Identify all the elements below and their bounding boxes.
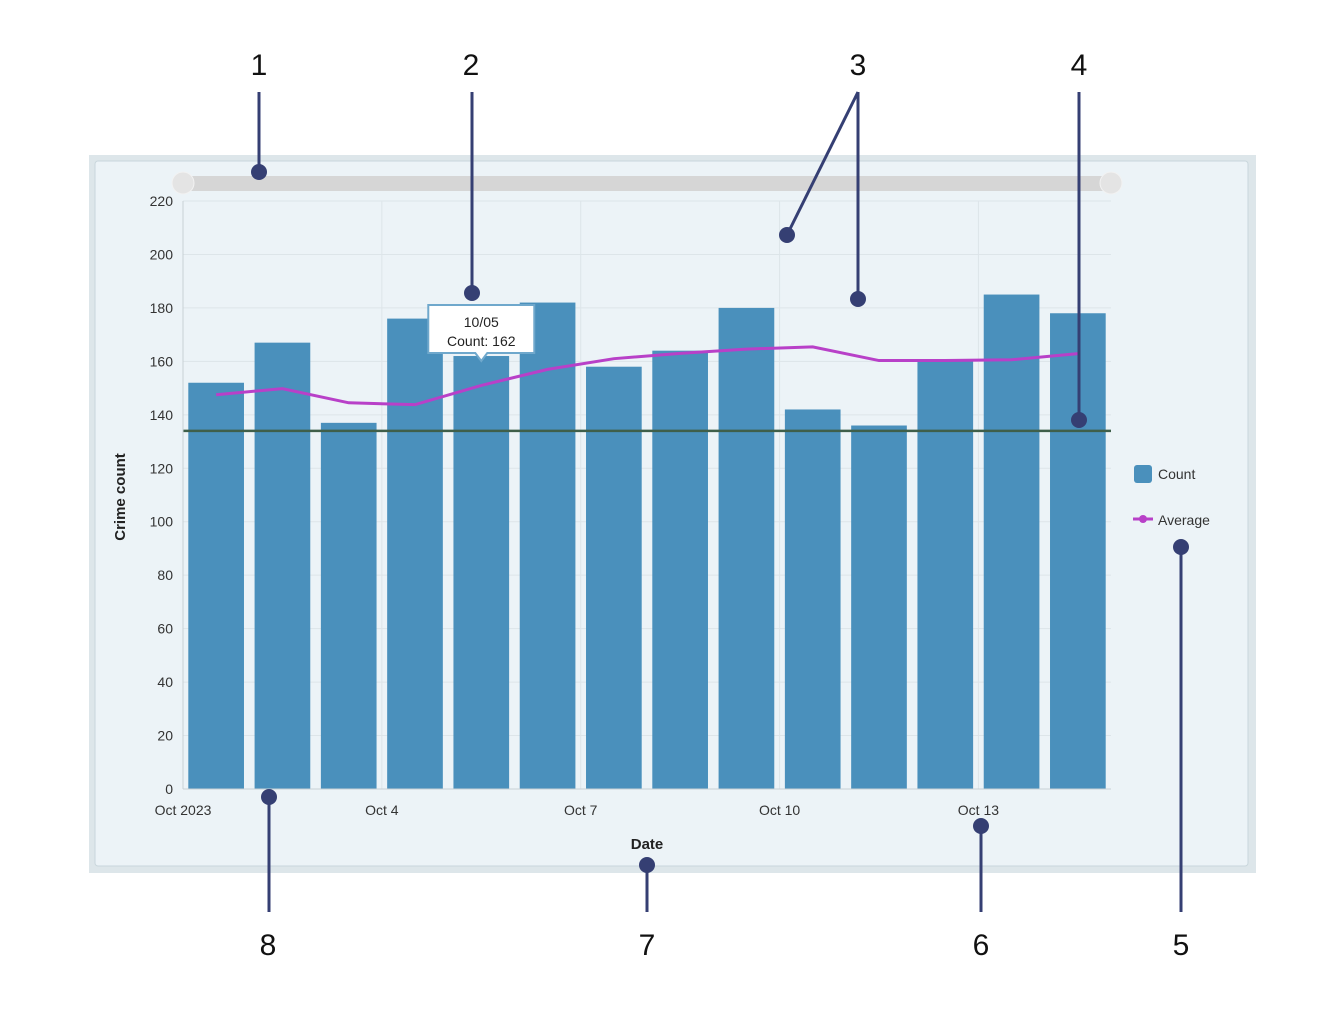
- bar-series-count: [188, 294, 1106, 789]
- bar: [387, 318, 443, 789]
- bar: [188, 382, 244, 789]
- callouts: 1 2 3 4 5 6 7 8: [251, 49, 1190, 962]
- x-tick-label: Oct 4: [365, 802, 399, 818]
- slider-handle-left[interactable]: [171, 171, 195, 195]
- y-tick-label: 40: [157, 674, 173, 690]
- bar: [784, 409, 841, 789]
- callout-dot: [639, 857, 655, 873]
- callout-dot: [973, 818, 989, 834]
- callout-dot: [850, 291, 866, 307]
- y-tick-label: 0: [165, 781, 173, 797]
- bar: [586, 366, 642, 789]
- legend: Count Average: [1133, 465, 1210, 528]
- callout-number: 4: [1071, 49, 1088, 82]
- tooltip-box: [427, 304, 536, 363]
- callout-number: 1: [251, 49, 268, 82]
- y-tick-label: 100: [150, 514, 174, 530]
- legend-marker-average: [1139, 515, 1147, 523]
- tooltip: 10/05 Count: 162: [427, 304, 536, 363]
- x-tick-label: Oct 10: [759, 802, 800, 818]
- callout-number: 2: [463, 49, 480, 82]
- y-tick-label: 140: [150, 407, 174, 423]
- callout-dot: [1173, 539, 1189, 555]
- legend-label-count: Count: [1158, 466, 1195, 482]
- y-tick-label: 180: [150, 300, 174, 316]
- tooltip-value: Count: 162: [447, 333, 516, 349]
- x-tick-label: Oct 2023: [155, 802, 212, 818]
- callout-leader-line: [785, 91, 860, 236]
- bar: [718, 307, 775, 789]
- bar: [917, 361, 974, 789]
- callout-number: 8: [260, 929, 277, 962]
- y-tick-label: 120: [150, 460, 174, 476]
- y-tick-label: 220: [150, 193, 174, 209]
- callout-dot: [261, 789, 277, 805]
- legend-swatch-count: [1134, 465, 1152, 483]
- bar: [652, 350, 708, 789]
- tooltip-date: 10/05: [464, 314, 499, 330]
- legend-label-average: Average: [1158, 512, 1210, 528]
- y-tick-label: 20: [157, 728, 173, 744]
- callout-dot: [1071, 412, 1087, 428]
- slider-handle-right[interactable]: [1099, 171, 1123, 195]
- y-tick-label: 80: [157, 567, 173, 583]
- callout-dot: [251, 164, 267, 180]
- bar: [453, 356, 510, 789]
- y-axis-title: Crime count: [112, 453, 129, 541]
- range-slider[interactable]: [171, 171, 1123, 195]
- y-tick-label: 60: [157, 621, 173, 637]
- x-axis-ticks: Oct 2023 Oct 4 Oct 7 Oct 10 Oct 13: [155, 802, 1000, 818]
- bar: [254, 342, 311, 789]
- callout-number: 3: [850, 49, 867, 82]
- legend-item-count[interactable]: Count: [1134, 465, 1195, 483]
- y-axis-ticks: 0 20 40 60 80 100 120 140 160 180 200 220: [150, 193, 174, 797]
- average-line-path: [216, 345, 1078, 407]
- legend-item-average[interactable]: Average: [1133, 512, 1210, 528]
- bar: [320, 422, 377, 789]
- callout-dot: [779, 227, 795, 243]
- x-tick-label: Oct 7: [564, 802, 598, 818]
- x-tick-label: Oct 13: [958, 802, 999, 818]
- bar: [851, 425, 907, 789]
- callout-number: 5: [1173, 929, 1190, 962]
- y-tick-label: 160: [150, 353, 174, 369]
- callout-dot: [464, 285, 480, 301]
- line-series-average: [216, 345, 1078, 407]
- callout-number: 7: [639, 929, 656, 962]
- slider-track[interactable]: [183, 176, 1111, 191]
- callout-number: 6: [973, 929, 990, 962]
- x-axis-title: Date: [631, 836, 664, 853]
- bar: [519, 302, 576, 789]
- bar: [983, 294, 1040, 789]
- y-tick-label: 200: [150, 246, 174, 262]
